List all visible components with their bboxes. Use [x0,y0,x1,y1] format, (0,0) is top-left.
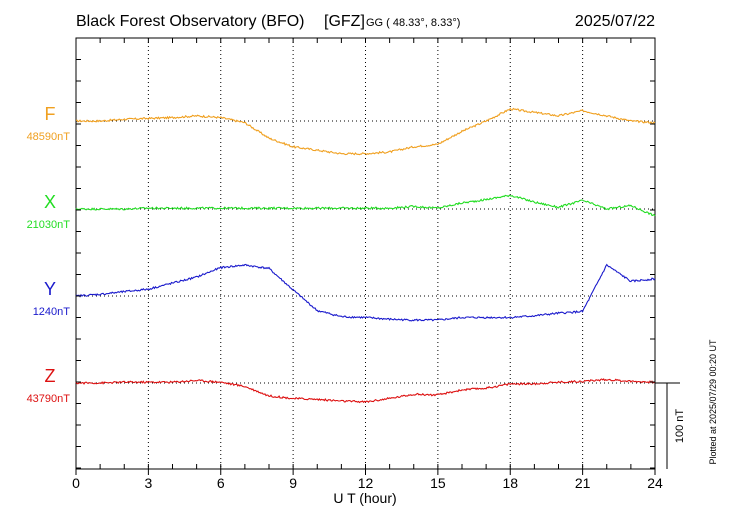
series-line-y [75,263,656,322]
scale-bar: 100 nT [655,382,686,469]
x-tick-label: 6 [217,475,225,491]
component-label-x: X [44,192,56,212]
station-title: Black Forest Observatory (BFO) [76,13,305,30]
component-label-f: F [45,104,56,124]
baseline-value-x: 21030nT [27,219,71,231]
x-tick-label: 15 [430,475,446,491]
grid [147,38,584,469]
series-line-f [75,107,656,156]
coordinates-label: GG ( 48.33°, 8.33°) [366,17,460,29]
x-axis-label: U T (hour) [333,490,396,506]
baseline-value-z: 43790nT [27,393,71,405]
x-tick-label: 12 [358,475,374,491]
x-tick-label: 21 [575,475,591,491]
x-tick-label: 3 [144,475,152,491]
agency-label: [GFZ] [324,13,365,30]
x-tick-label: 18 [502,475,518,491]
series-line-x [75,194,656,217]
series-line-z [75,378,656,404]
baseline-value-f: 48590nT [27,131,71,143]
x-axis-ticks: 0 3 6 9 12 15 18 21 24 [72,38,663,491]
baseline-value-y: 1240nT [33,306,71,318]
component-labels: F 48590nT X 21030nT Y 1240nT Z 43790nT [27,104,71,405]
component-label-z: Z [45,366,56,386]
x-tick-label: 24 [647,475,663,491]
component-label-y: Y [44,279,56,299]
series-lines [75,107,656,404]
plotted-timestamp: Plotted at 2025/07/29 00:20 UT [708,339,718,465]
date-label: 2025/07/22 [575,13,655,30]
scale-bar-label: 100 nT [674,409,686,444]
baselines [76,120,655,384]
x-tick-label: 0 [72,475,80,491]
x-tick-label: 9 [289,475,297,491]
